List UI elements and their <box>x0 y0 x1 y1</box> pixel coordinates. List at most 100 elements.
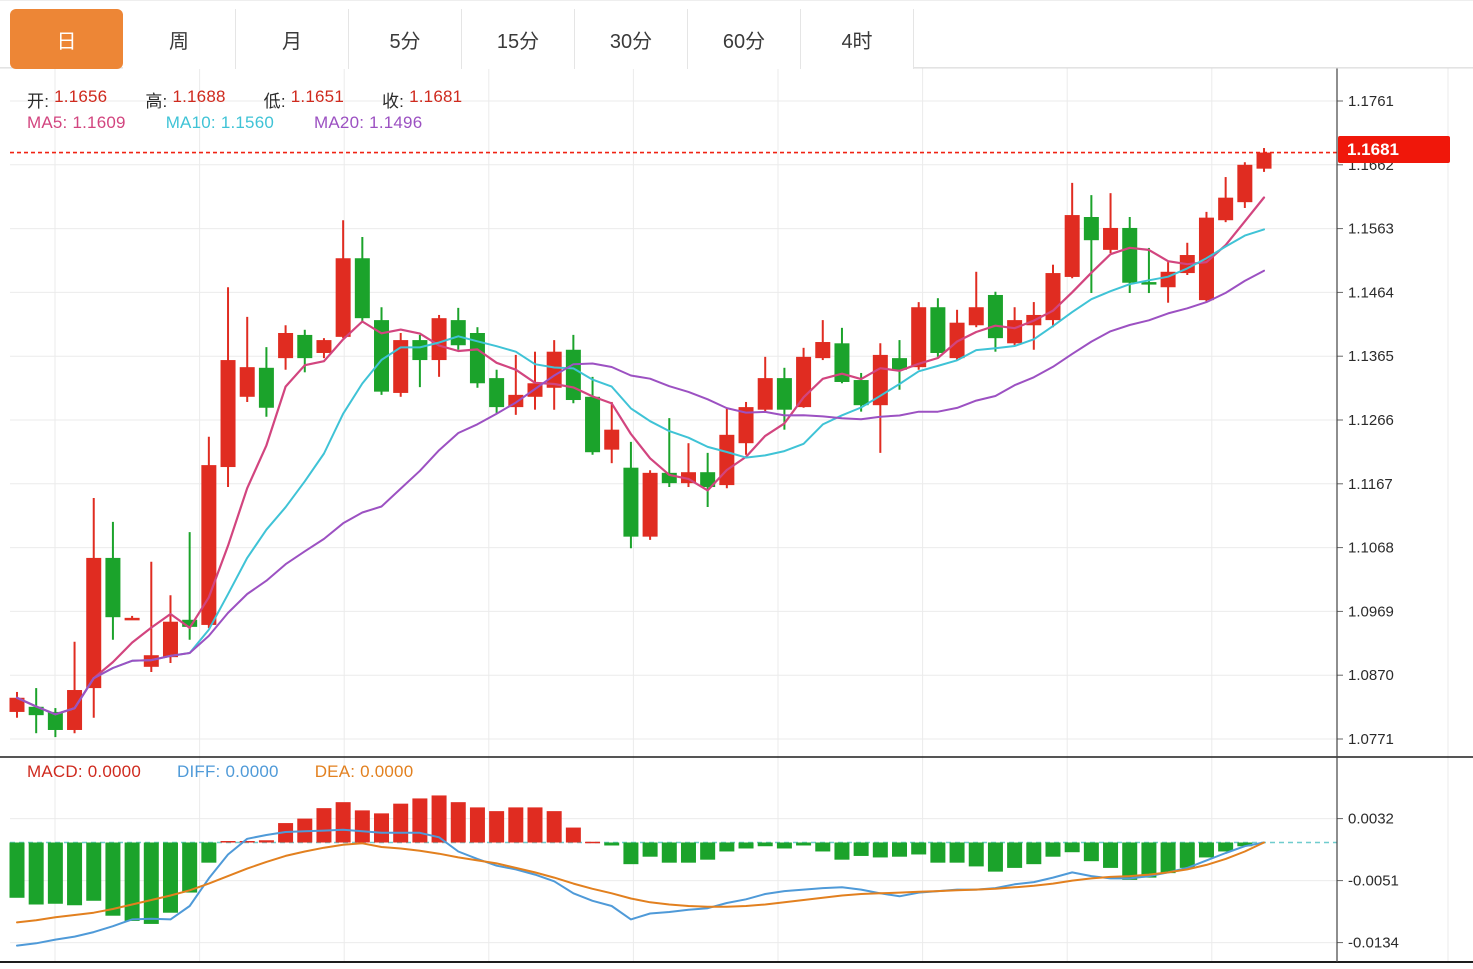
candle-19 <box>354 258 370 319</box>
candle-26 <box>489 378 505 408</box>
period-tab-7[interactable]: 60分 <box>688 9 801 69</box>
candle-34 <box>642 472 658 537</box>
ma20-label: MA20: <box>314 113 365 132</box>
candle-23 <box>431 318 447 361</box>
candle-11 <box>201 465 217 625</box>
price-axis-labels: 1.17611.16621.15631.14641.13651.12661.11… <box>1337 93 1394 748</box>
candles-layer <box>9 148 1272 738</box>
candle-31 <box>585 396 601 453</box>
close-label: 收: <box>381 92 405 111</box>
candle-48 <box>911 307 927 368</box>
candle-16 <box>297 334 313 359</box>
candle-30 <box>565 349 581 401</box>
current-price-flag: 1.1681 <box>1338 136 1450 163</box>
period-tab-2[interactable]: 周 <box>123 9 236 69</box>
candle-10 <box>182 619 198 627</box>
macd-value: 0.0000 <box>87 762 141 781</box>
dea-value: 0.0000 <box>360 762 414 781</box>
price-tick-label: 1.1266 <box>1348 412 1394 429</box>
candle-2 <box>28 706 44 716</box>
candle-47 <box>892 358 908 370</box>
candle-4 <box>67 690 83 730</box>
price-tick-label: 1.1167 <box>1348 476 1393 493</box>
open-value: 1.1656 <box>54 87 108 106</box>
price-tick-label: 1.0870 <box>1348 667 1394 684</box>
candle-49 <box>930 307 946 353</box>
ma5-label: MA5: <box>27 113 68 132</box>
candle-13 <box>239 367 255 397</box>
candle-3 <box>47 711 63 730</box>
candle-38 <box>719 434 735 486</box>
candle-39 <box>738 407 754 444</box>
low-value: 1.1651 <box>290 87 344 106</box>
diff-value: 0.0000 <box>225 762 279 781</box>
ma10-value: 1.1560 <box>220 113 275 132</box>
candle-66 <box>1256 152 1272 169</box>
candle-43 <box>815 342 831 359</box>
diff-line <box>16 828 1265 947</box>
candle-18 <box>335 258 351 337</box>
candle-21 <box>393 340 409 393</box>
candle-33 <box>623 467 639 537</box>
macd-histogram <box>9 795 1253 924</box>
candle-22 <box>412 340 428 361</box>
candle-24 <box>450 320 466 346</box>
candle-60 <box>1141 282 1157 285</box>
period-tab-6[interactable]: 30分 <box>575 9 688 69</box>
macd-tick-label: -0.0051 <box>1348 873 1399 890</box>
candle-17 <box>316 340 332 353</box>
ma20-line <box>16 269 1265 716</box>
candle-64 <box>1218 197 1234 221</box>
macd-tick-label: -0.0134 <box>1348 935 1399 952</box>
candle-9 <box>162 621 178 658</box>
macd-tick-label: 0.0032 <box>1348 811 1394 828</box>
ma20-value: 1.1496 <box>369 113 423 132</box>
candle-41 <box>776 378 792 410</box>
ohlc-legend: 开: 1.1656 高: 1.1688 低: 1.1651 收: 1.1681 <box>27 87 462 112</box>
candle-42 <box>796 356 812 408</box>
price-tick-label: 1.1068 <box>1348 540 1394 557</box>
candle-14 <box>258 367 274 408</box>
period-tab-4[interactable]: 5分 <box>349 9 462 69</box>
macd-label: MACD: <box>27 762 83 781</box>
ma10-line <box>16 228 1265 716</box>
period-tab-8[interactable]: 4时 <box>801 9 914 69</box>
close-value: 1.1681 <box>409 87 463 106</box>
ma10-label: MA10: <box>165 113 216 132</box>
period-tabbar: 日周月 5分 15分 30分 60分 4时 <box>0 0 1473 69</box>
candle-12 <box>220 360 236 468</box>
price-tick-label: 1.1563 <box>1348 221 1394 238</box>
macd-gridlines <box>10 818 1337 944</box>
candle-46 <box>872 354 888 406</box>
high-label: 高: <box>145 92 168 111</box>
price-gridlines <box>10 100 1337 740</box>
ma5-value: 1.1609 <box>72 113 126 132</box>
candle-35 <box>661 472 677 484</box>
candle-29 <box>546 351 562 388</box>
candle-15 <box>278 333 294 359</box>
candle-32 <box>604 429 620 450</box>
candle-45 <box>853 380 869 406</box>
price-tick-label: 1.1365 <box>1348 348 1394 365</box>
period-tab-5[interactable]: 15分 <box>462 9 575 69</box>
candle-6 <box>105 557 121 618</box>
candle-52 <box>987 294 1003 339</box>
period-tab-1[interactable]: 日 <box>10 9 123 69</box>
price-tick-label: 1.1464 <box>1348 284 1394 301</box>
candle-37 <box>700 472 716 488</box>
low-label: 低: <box>263 92 286 111</box>
candle-40 <box>757 378 773 410</box>
candle-65 <box>1237 164 1253 203</box>
high-value: 1.1688 <box>172 87 226 106</box>
diff-label: DIFF: <box>176 762 221 781</box>
period-tab-3[interactable]: 月 <box>236 9 349 69</box>
candle-57 <box>1083 217 1099 241</box>
candle-58 <box>1103 227 1119 250</box>
price-tick-label: 1.1761 <box>1348 93 1394 110</box>
candle-36 <box>680 472 696 484</box>
candle-20 <box>374 320 390 392</box>
macd-legend: MACD: 0.0000 DIFF: 0.0000 DEA: 0.0000 <box>27 762 413 782</box>
price-tick-label: 1.0969 <box>1348 603 1394 620</box>
